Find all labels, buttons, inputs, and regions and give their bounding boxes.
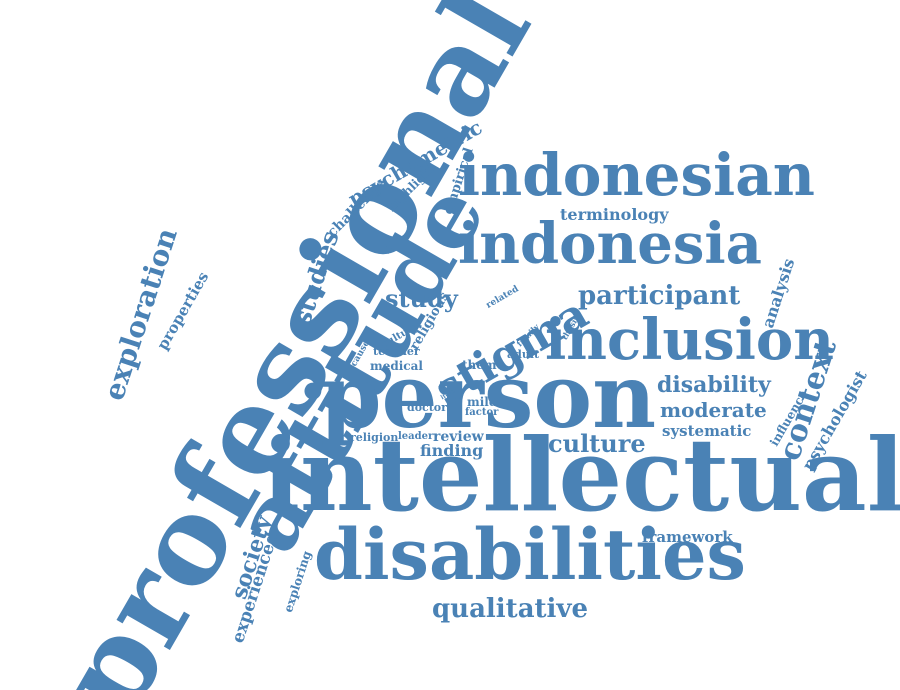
word-qualitative: qualitative bbox=[432, 594, 589, 624]
word-intellectual: intellectual bbox=[262, 416, 900, 534]
word-study: study bbox=[385, 284, 458, 313]
word-indonesian: indonesian bbox=[458, 141, 815, 209]
word-factor: factor bbox=[465, 407, 499, 418]
word-doctor: doctor bbox=[407, 401, 447, 414]
word-finding: finding bbox=[420, 441, 484, 460]
word-us: us bbox=[438, 385, 445, 391]
word-terminology: terminology bbox=[560, 205, 669, 224]
word-adult: adult bbox=[507, 348, 540, 361]
word-leader: leader bbox=[398, 431, 434, 442]
word-medical: medical bbox=[370, 359, 423, 373]
word-framework: framework bbox=[642, 528, 733, 546]
word-systematic: systematic bbox=[662, 422, 752, 440]
word-review: review bbox=[433, 429, 484, 445]
word-religion: religion bbox=[350, 431, 399, 444]
word-indonesia: indonesia bbox=[458, 211, 762, 277]
word-inclusion: inclusion bbox=[545, 307, 834, 373]
word-theme: theme bbox=[462, 358, 505, 372]
word-teacher: teacher bbox=[373, 345, 420, 358]
word-mild: mild bbox=[467, 395, 498, 409]
word-disability: disability bbox=[657, 372, 771, 398]
word-culture: culture bbox=[548, 429, 646, 458]
word-related: related bbox=[484, 284, 521, 311]
word-participant: participant bbox=[578, 281, 741, 311]
word-person: person bbox=[320, 344, 657, 448]
word-moderate: moderate bbox=[660, 398, 767, 422]
word-disabilities: disabilities bbox=[314, 513, 746, 596]
